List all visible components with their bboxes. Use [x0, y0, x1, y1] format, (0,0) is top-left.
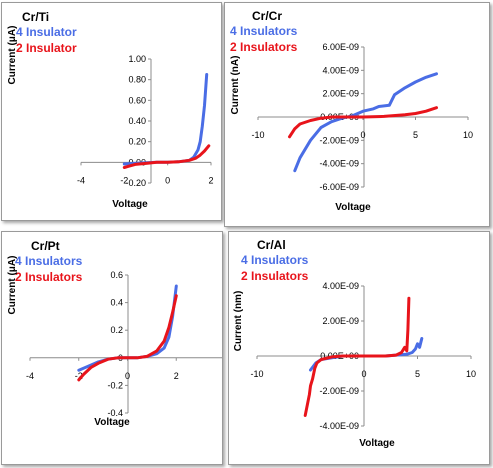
- y-tick-label: 1.00: [128, 54, 146, 64]
- y-tick-label: 2.00E-09: [322, 316, 359, 326]
- y-tick-label: 0.40: [128, 116, 146, 126]
- chart-svg: 4.00E-092.00E-090.00E+00-2.00E-09-4.00E-…: [233, 238, 476, 449]
- y-tick-label: 0.60: [128, 95, 146, 105]
- y-tick-label: -2.00E-09: [319, 386, 359, 396]
- x-axis-label: Voltage: [335, 202, 371, 213]
- legend-entry-blue: 4 Insulator: [16, 25, 77, 39]
- x-tick-label: 5: [415, 369, 420, 379]
- y-axis-label: Current (nm): [233, 291, 244, 352]
- x-axis-label: Voltage: [94, 417, 130, 428]
- series-line-red: [288, 106, 438, 139]
- legend-entry-blue: 4 Insulators: [241, 253, 309, 267]
- x-tick-label: 0: [360, 130, 365, 140]
- legend-entry-red: 2 Insulators: [241, 269, 309, 283]
- legend-entry-blue: 4 Insulators: [15, 254, 83, 268]
- y-tick-label: 4.00E-09: [322, 281, 359, 291]
- x-tick-label: -2: [120, 175, 128, 185]
- x-axis-label: Voltage: [112, 199, 148, 210]
- x-tick-label: -4: [26, 371, 34, 381]
- x-tick-label: 0: [165, 175, 170, 185]
- x-axis-label: Voltage: [359, 438, 395, 449]
- chart-panel-cr-pt: 0.60.40.20-0.2-0.4-4-2024Cr/Pt4 Insulato…: [1, 231, 223, 465]
- y-tick-label: -0.4: [107, 408, 123, 418]
- y-axis-label: Current (μA): [7, 256, 18, 315]
- chart-title: Cr/Cr: [252, 9, 282, 23]
- chart-title: Cr/Ti: [22, 10, 49, 24]
- y-axis-label: Current (μA): [7, 26, 18, 85]
- y-axis-label: Current (nA): [230, 56, 241, 115]
- x-tick-label: 2: [174, 371, 179, 381]
- chart-title: Cr/Pt: [31, 239, 60, 253]
- series-line-red: [122, 144, 211, 169]
- y-tick-label: -4.00E-09: [319, 159, 359, 169]
- y-tick-label: -0.2: [107, 380, 123, 390]
- chart-title: Cr/Al: [257, 238, 286, 252]
- x-tick-label: 5: [413, 130, 418, 140]
- x-tick-label: -4: [77, 175, 85, 185]
- y-tick-label: -4.00E-09: [319, 421, 359, 431]
- chart-panel-cr-al: 4.00E-09 2.00E-09 0.00E+00 -2.00E-09 -4.00E-…: [228, 231, 490, 465]
- x-tick-label: 0: [361, 369, 366, 379]
- x-tick-label: -10: [250, 369, 263, 379]
- chart-svg: 6.00E-094.00E-092.00E-090.00E+00-2.00E-0…: [230, 9, 473, 213]
- chart-svg: 0.60.40.20-0.2-0.4-4-2024Cr/Pt4 Insulato…: [7, 239, 222, 428]
- y-tick-label: 2.00E-09: [322, 89, 359, 99]
- y-tick-label: 0.80: [128, 75, 146, 85]
- series-line-blue: [293, 72, 438, 173]
- y-tick-label: 6.00E-09: [322, 42, 359, 52]
- chart-svg: 1.000.800.600.400.200.00-0.20-4 -2 0 2Cr/Ti…: [7, 10, 214, 210]
- y-tick-label: -2.00E-09: [319, 135, 359, 145]
- legend-entry-red: 2 Insulator: [16, 41, 77, 55]
- legend-entry-red: 2 Insulators: [15, 270, 83, 284]
- y-tick-label: -0.20: [125, 178, 146, 188]
- chart-panel-cr-ti: 1.00 0.80 0.60 0.40 0.20 0.00 -0.20 -4 -2 0 2 Cr/Ti…: [1, 2, 222, 221]
- x-tick-label: -2: [75, 371, 83, 381]
- x-tick-label: 0: [125, 371, 130, 381]
- y-tick-label: -6.00E-09: [319, 182, 359, 192]
- x-tick-label: -10: [251, 130, 264, 140]
- legend-entry-red: 2 Insulators: [230, 40, 298, 54]
- series-line-red: [303, 296, 411, 417]
- legend-entry-blue: 4 Insulators: [230, 24, 298, 38]
- y-tick-label: 0.20: [128, 137, 146, 147]
- chart-panel-cr-cr: 6.00E-09 4.00E-09 2.00E-09 0.00E+00 -2.00E-0…: [224, 2, 490, 227]
- series-line-red: [77, 294, 178, 382]
- x-tick-label: 2: [208, 175, 213, 185]
- y-tick-label: 0.4: [110, 298, 123, 308]
- y-tick-label: 4.00E-09: [322, 65, 359, 75]
- x-tick-label: 10: [466, 369, 476, 379]
- x-tick-label: 10: [463, 130, 473, 140]
- y-tick-label: 0.6: [110, 270, 123, 280]
- y-tick-label: 0.2: [110, 325, 123, 335]
